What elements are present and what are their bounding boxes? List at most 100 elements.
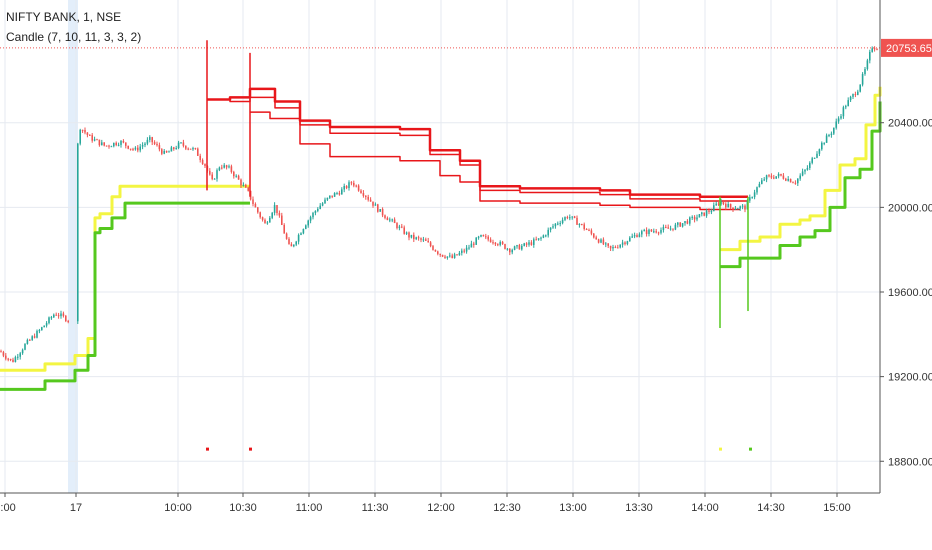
candle-body: [156, 143, 158, 146]
candle-body: [588, 229, 590, 231]
candle-body: [768, 175, 770, 177]
candle-body: [710, 211, 713, 213]
candle-body: [158, 145, 161, 150]
candle-body: [48, 317, 50, 324]
session-break-band: [68, 0, 78, 493]
candle-body: [696, 217, 698, 220]
candle-body: [545, 235, 547, 237]
x-tick-label: 12:30: [493, 502, 521, 514]
candle-body: [542, 235, 545, 238]
candle-body: [797, 178, 799, 184]
candle-body: [465, 247, 468, 252]
candle-body: [38, 330, 41, 332]
y-tick-label: 20000.00: [888, 202, 932, 214]
candle-body: [749, 197, 751, 201]
candle-body: [528, 242, 530, 245]
candle-body: [89, 134, 91, 136]
candle-body: [225, 165, 228, 168]
candle-body: [456, 254, 458, 256]
candle-body: [401, 226, 403, 228]
candle-body: [804, 169, 806, 172]
grid-group: [0, 0, 880, 493]
candle-body: [847, 100, 849, 107]
candle-body: [775, 176, 777, 179]
candle-body: [302, 228, 305, 234]
candle-body: [24, 343, 26, 350]
candle-body: [732, 207, 734, 210]
candle-body: [684, 221, 686, 224]
candle-body: [674, 224, 677, 230]
candle-body: [866, 60, 869, 69]
upper-band-line: [207, 87, 748, 199]
candle-body: [564, 217, 566, 220]
candle-body: [509, 248, 511, 253]
candle-body: [211, 174, 213, 180]
candle-body: [437, 251, 439, 254]
candle-body: [621, 242, 624, 245]
candle-body: [722, 201, 725, 204]
candle-body: [703, 212, 705, 216]
candle-body: [741, 205, 744, 207]
candle-body: [369, 199, 372, 202]
candle-body: [77, 143, 79, 322]
candle-body: [14, 357, 17, 362]
candle-body: [811, 158, 813, 163]
candle-body: [840, 116, 842, 119]
candle-body: [809, 162, 811, 169]
candle-body: [115, 142, 117, 145]
candle-body: [165, 150, 168, 153]
candle-body: [386, 217, 389, 221]
candle-body: [398, 226, 401, 229]
candle-body: [65, 315, 67, 322]
candle-body: [96, 139, 98, 141]
x-tick-label: 15:00: [823, 502, 851, 514]
candle-body: [643, 230, 645, 232]
candle-body: [485, 236, 487, 238]
candle-body: [317, 208, 319, 211]
candle-body: [309, 217, 312, 221]
candle-body: [487, 236, 489, 240]
candle-body: [117, 144, 120, 146]
candle-body: [825, 135, 828, 143]
candle-body: [751, 197, 753, 199]
candle-body: [583, 224, 585, 229]
spikes-group: [206, 40, 752, 451]
candle-body: [650, 229, 653, 232]
candle-body: [660, 229, 662, 233]
x-tick-labels: 5:00 17 10:00 10:30 11:00 11:30 12:00 12:30 13:0…: [0, 502, 851, 514]
candle-body: [180, 142, 182, 144]
candle-body: [410, 234, 413, 238]
candle-body: [216, 170, 218, 179]
candle-body: [221, 167, 223, 169]
candle-body: [708, 210, 710, 212]
candle-body: [405, 232, 408, 234]
candle-body: [713, 205, 715, 212]
candle-body: [609, 245, 612, 249]
candle-body: [770, 175, 773, 178]
candle-body: [799, 175, 801, 179]
candle-body: [449, 255, 451, 257]
candle-body: [511, 249, 513, 253]
candle-body: [98, 139, 101, 146]
candle-body: [665, 227, 667, 229]
candle-body: [837, 118, 840, 122]
candle-body: [482, 234, 485, 237]
candle-body: [209, 170, 211, 175]
candle-body: [845, 106, 847, 108]
candle-body: [122, 141, 125, 143]
candle-body: [204, 164, 206, 166]
candle-body: [780, 174, 782, 176]
candle-body: [9, 358, 12, 360]
candle-body: [139, 146, 141, 151]
candle-body: [693, 216, 696, 220]
candle-body: [105, 145, 108, 147]
candle-body: [261, 217, 264, 220]
candle-body: [633, 235, 636, 237]
candle-body: [648, 229, 650, 235]
candle-body: [43, 325, 45, 328]
candle-body: [761, 180, 763, 184]
candle-body: [329, 195, 331, 198]
candle-body: [619, 244, 621, 248]
